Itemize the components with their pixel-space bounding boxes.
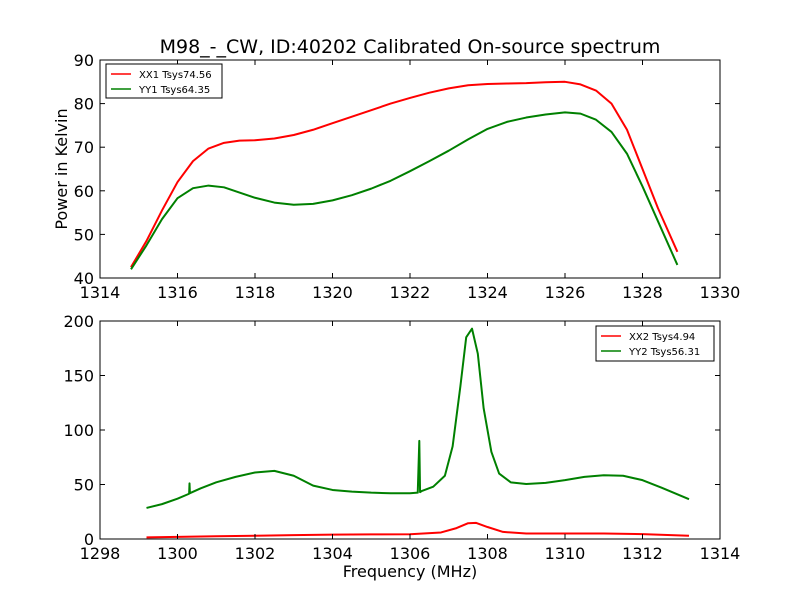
x-tick-label: 1328 (622, 283, 663, 302)
y-tick-label: 60 (74, 182, 94, 201)
legend-box (105, 63, 223, 99)
y-tick-label: 40 (74, 269, 94, 288)
y-tick-label: 0 (84, 530, 94, 549)
x-axis-label: Frequency (MHz) (343, 562, 477, 581)
bottom-chart: Frequency (MHz) 1298 1300 1302 1304 1306 1308… (63, 312, 740, 581)
y-tick-label: 80 (74, 95, 94, 114)
series-line-0 (130, 80, 679, 268)
x-tick-label: 1326 (545, 283, 586, 302)
top-plot-area: 1314 1316 1318 1320 1322 1324 1326 1328 1330 40 50… (74, 51, 741, 302)
x-tick-label: 1302 (235, 544, 276, 563)
x-tick-label: 1310 (545, 544, 586, 563)
y-tick-label: 100 (63, 421, 94, 440)
x-tick-label: 1300 (157, 544, 198, 563)
legend-label: XX2 Tsys4.94 (629, 332, 695, 343)
x-tick-label: 1308 (467, 544, 508, 563)
y-tick-label: 70 (74, 138, 94, 157)
legend-box (595, 325, 715, 362)
series-line-1 (130, 111, 679, 270)
x-tick-label: 1298 (80, 544, 121, 563)
legend-label: YY2 Tsys56.31 (628, 347, 700, 358)
x-tick-label: 1306 (390, 544, 431, 563)
y-tick-label: 50 (74, 476, 94, 495)
x-tick-label: 1324 (467, 283, 508, 302)
x-tick-label: 1314 (700, 544, 741, 563)
chart-title: M98_-_CW, ID:40202 Calibrated On-source … (160, 36, 661, 58)
x-tick-label: 1330 (700, 283, 741, 302)
y-tick-label: 50 (74, 225, 94, 244)
y-tick-label: 150 (63, 367, 94, 386)
bottom-plot-area: 1298 1300 1302 1304 1306 1308 1310 1312 1314 0 50 1… (63, 312, 740, 563)
legend: XX2 Tsys4.94 YY2 Tsys56.31 (595, 325, 715, 362)
top-chart: M98_-_CW, ID:40202 Calibrated On-source … (52, 36, 740, 302)
x-tick-label: 1320 (312, 283, 353, 302)
legend-label: XX1 Tsys74.56 (139, 70, 212, 81)
x-tick-label: 1316 (157, 283, 198, 302)
x-tick-label: 1318 (235, 283, 276, 302)
y-tick-label: 90 (74, 51, 94, 70)
x-tick-label: 1304 (312, 544, 353, 563)
legend-label: YY1 Tsys64.35 (138, 85, 210, 96)
series-line-1 (146, 327, 690, 509)
x-tick-label: 1322 (390, 283, 431, 302)
x-tick-label: 1312 (622, 544, 663, 563)
legend: XX1 Tsys74.56 YY1 Tsys64.35 (105, 63, 223, 99)
y-axis-label: Power in Kelvin (52, 108, 71, 229)
x-tick-label: 1314 (80, 283, 121, 302)
y-tick-label: 200 (63, 312, 94, 331)
